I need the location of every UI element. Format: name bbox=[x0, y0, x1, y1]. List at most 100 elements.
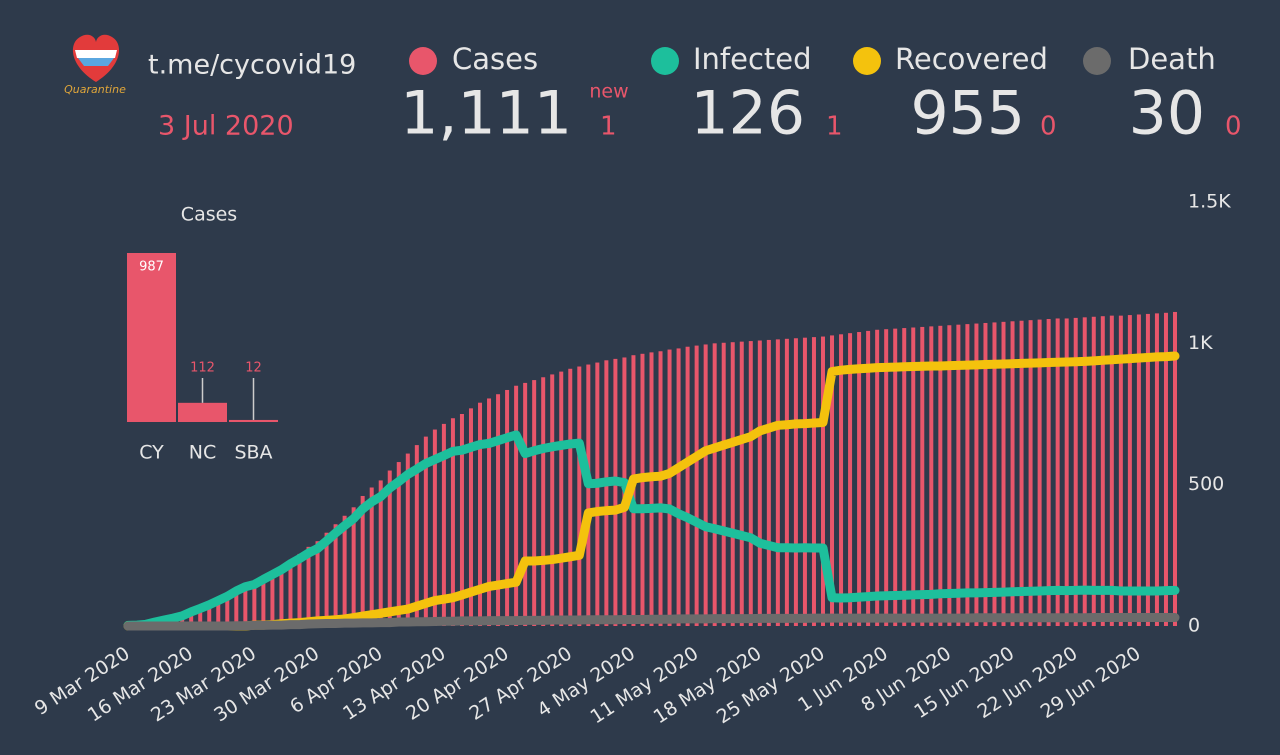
bar bbox=[694, 345, 699, 626]
bar bbox=[1145, 313, 1150, 626]
bar bbox=[550, 374, 555, 626]
bar bbox=[956, 324, 961, 626]
bar bbox=[514, 385, 519, 626]
bar bbox=[1100, 316, 1105, 626]
bar bbox=[487, 398, 492, 626]
bar bbox=[1136, 314, 1141, 626]
bar bbox=[875, 329, 880, 626]
bar bbox=[658, 351, 663, 626]
legend-dot bbox=[409, 47, 437, 75]
bar bbox=[396, 462, 401, 626]
bar bbox=[405, 453, 410, 626]
bar bbox=[496, 394, 501, 626]
bar bbox=[1028, 320, 1033, 626]
logo: Quarantine bbox=[64, 34, 126, 96]
bar bbox=[559, 371, 564, 626]
bar bbox=[920, 326, 925, 626]
bar bbox=[992, 322, 997, 626]
bar bbox=[640, 353, 645, 626]
bar bbox=[229, 419, 278, 422]
y-tick-label: 0 bbox=[1188, 615, 1200, 637]
bar bbox=[703, 344, 708, 626]
bar bbox=[676, 348, 681, 626]
stat-new: 1 bbox=[600, 112, 617, 142]
stat-value: 126 bbox=[690, 79, 805, 149]
value-label: 987 bbox=[139, 260, 164, 275]
bar bbox=[613, 358, 618, 626]
bar bbox=[541, 377, 546, 626]
bar bbox=[739, 341, 744, 626]
bar bbox=[1091, 316, 1096, 626]
bar bbox=[1154, 313, 1159, 626]
bar bbox=[261, 577, 266, 626]
bar bbox=[189, 611, 194, 626]
stat-new: 0 bbox=[1225, 112, 1242, 142]
bar bbox=[180, 615, 185, 626]
legend-dot bbox=[853, 47, 881, 75]
stat-value: 30 bbox=[1129, 79, 1205, 149]
bar bbox=[478, 402, 483, 626]
bar bbox=[441, 423, 446, 626]
bar bbox=[207, 604, 212, 626]
bar bbox=[369, 487, 374, 626]
bar bbox=[857, 332, 862, 626]
bar bbox=[459, 414, 464, 626]
bar bbox=[685, 346, 690, 626]
bar bbox=[225, 596, 230, 626]
bar bbox=[775, 339, 780, 626]
bar bbox=[252, 583, 257, 626]
bar bbox=[848, 333, 853, 626]
new-label: new bbox=[589, 81, 628, 103]
bar bbox=[902, 328, 907, 626]
bar bbox=[577, 366, 582, 626]
bar bbox=[1118, 315, 1123, 626]
bar bbox=[1001, 321, 1006, 626]
bar bbox=[1127, 315, 1132, 626]
bar bbox=[866, 330, 871, 626]
bar bbox=[766, 339, 771, 626]
bar bbox=[1064, 318, 1069, 626]
site-link: t.me/cycovid19 bbox=[148, 50, 356, 81]
bar bbox=[198, 608, 203, 626]
bar bbox=[243, 586, 248, 626]
y-tick-label: 500 bbox=[1188, 473, 1224, 495]
bar bbox=[1046, 319, 1051, 626]
bar bbox=[234, 590, 239, 626]
bar bbox=[793, 338, 798, 626]
value-label: 112 bbox=[190, 361, 215, 376]
bar bbox=[1010, 321, 1015, 626]
bar bbox=[1073, 317, 1078, 626]
date: 3 Jul 2020 bbox=[158, 111, 294, 142]
bar bbox=[884, 329, 889, 626]
bar bbox=[279, 566, 284, 626]
bar bbox=[127, 253, 176, 422]
stat-new: 0 bbox=[1040, 112, 1057, 142]
bar bbox=[532, 380, 537, 626]
bar bbox=[784, 338, 789, 626]
bar bbox=[983, 322, 988, 626]
bar bbox=[721, 342, 726, 626]
bar bbox=[820, 336, 825, 626]
legend-label: Infected bbox=[693, 42, 812, 76]
legend-label: Recovered bbox=[895, 42, 1048, 76]
logo-stripe bbox=[75, 50, 117, 58]
bar bbox=[811, 337, 816, 626]
bar bbox=[270, 572, 275, 626]
legend-dot bbox=[1083, 47, 1111, 75]
legend-label: Cases bbox=[452, 42, 538, 76]
stat-value: 955 bbox=[910, 79, 1025, 149]
bar bbox=[1037, 319, 1042, 626]
bar bbox=[178, 402, 227, 422]
bar bbox=[649, 352, 654, 626]
bar bbox=[423, 436, 428, 626]
y-tick-label: 1K bbox=[1188, 332, 1213, 354]
bar bbox=[414, 445, 419, 626]
bar bbox=[1173, 311, 1177, 626]
bar bbox=[432, 429, 437, 626]
bar bbox=[523, 382, 528, 626]
inset-chart: Cases 987 CY 112 NC 12 SBA bbox=[127, 204, 278, 464]
bar bbox=[712, 343, 717, 626]
bar bbox=[965, 324, 970, 626]
